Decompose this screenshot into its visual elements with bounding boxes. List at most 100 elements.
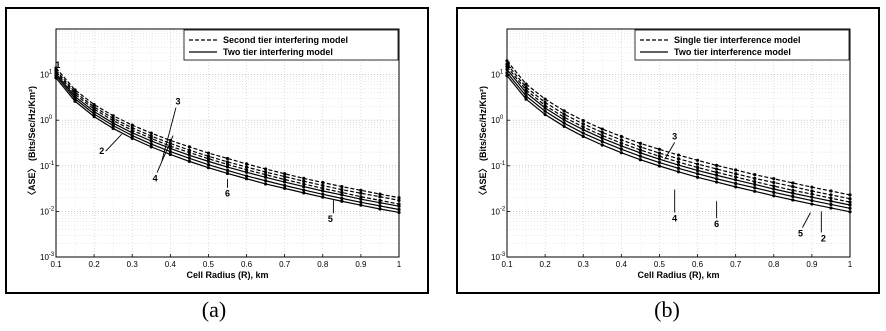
data-point xyxy=(581,122,585,126)
data-point xyxy=(244,165,249,169)
data-point xyxy=(130,136,134,140)
data-point xyxy=(359,197,363,201)
data-point xyxy=(657,160,662,165)
data-point xyxy=(676,153,681,157)
data-point xyxy=(130,123,134,127)
data-point xyxy=(657,147,662,151)
data-point xyxy=(264,170,268,174)
data-point xyxy=(810,185,814,189)
data-point xyxy=(149,131,153,135)
data-point xyxy=(378,207,382,211)
curve-annotation-label: 5 xyxy=(328,214,333,224)
y-tick-base: 10 xyxy=(491,116,500,125)
x-tick-label: 0.5 xyxy=(203,260,215,269)
data-point xyxy=(791,194,795,199)
data-point xyxy=(753,176,757,180)
data-point xyxy=(829,206,833,210)
data-point xyxy=(600,143,604,147)
data-point xyxy=(206,151,211,155)
legend-label: Two tier interference model xyxy=(674,47,791,57)
x-tick-label: 0.1 xyxy=(50,260,62,269)
x-tick-label: 0.7 xyxy=(730,260,742,269)
data-point xyxy=(187,145,191,149)
y-tick-base: 10 xyxy=(40,116,49,125)
data-point xyxy=(695,172,700,176)
data-point xyxy=(772,177,776,181)
data-point xyxy=(734,175,738,179)
data-point xyxy=(264,175,268,179)
y-tick-exponent: -1 xyxy=(49,161,55,167)
x-tick-label: 0.9 xyxy=(355,260,367,269)
x-tick-label: 0.2 xyxy=(540,260,552,269)
data-point xyxy=(225,165,230,169)
y-tick-exponent: -3 xyxy=(500,252,506,258)
curve-annotation-label: 6 xyxy=(714,219,719,229)
y-tick-label: 100 xyxy=(40,115,53,125)
data-point xyxy=(619,151,623,155)
data-point xyxy=(321,189,325,193)
data-point xyxy=(734,178,738,182)
y-tick-base: 10 xyxy=(491,162,500,171)
y-tick-label: 10-1 xyxy=(40,161,55,171)
data-point xyxy=(562,118,566,122)
data-point xyxy=(264,173,268,177)
data-point xyxy=(695,175,700,179)
x-tick-label: 1 xyxy=(848,260,853,269)
data-point xyxy=(562,124,566,129)
data-point xyxy=(149,136,153,140)
data-point xyxy=(619,134,623,139)
data-point xyxy=(206,157,211,161)
data-point xyxy=(581,131,585,135)
data-point xyxy=(225,162,230,167)
data-point xyxy=(111,126,115,131)
legend-box xyxy=(634,29,850,61)
data-point xyxy=(562,121,566,125)
data-point xyxy=(524,97,528,101)
plot-area-frame xyxy=(55,28,400,258)
data-point xyxy=(378,204,382,208)
data-point xyxy=(829,202,833,207)
y-tick-base: 10 xyxy=(491,71,500,80)
curve-annotation-label: 1 xyxy=(506,60,511,70)
data-point xyxy=(111,119,115,123)
x-tick-label: 0.8 xyxy=(317,260,329,269)
y-tick-exponent: 0 xyxy=(500,115,504,121)
data-point xyxy=(302,179,306,183)
data-point xyxy=(810,198,814,203)
data-point xyxy=(695,168,700,173)
data-point xyxy=(600,136,604,140)
data-point xyxy=(378,195,382,199)
data-point xyxy=(638,148,642,152)
data-point xyxy=(168,146,172,151)
y-tick-exponent: -2 xyxy=(49,206,55,212)
annotation-leader-line xyxy=(664,142,676,160)
data-point xyxy=(734,185,738,189)
y-tick-base: 10 xyxy=(40,253,49,262)
data-point xyxy=(359,191,363,195)
data-point xyxy=(187,159,191,163)
annotation-leader-line xyxy=(161,107,177,161)
data-point xyxy=(562,109,566,113)
data-point xyxy=(302,182,306,186)
data-point xyxy=(283,180,287,184)
data-point xyxy=(619,138,623,142)
y-tick-label: 10-2 xyxy=(491,206,506,216)
data-point xyxy=(638,141,642,145)
ase-chart-b: 0.1 0.2 0.3 0.4 0.5 0.6 0.7 0.8 0.9 110-310-210-1… xyxy=(478,28,853,280)
data-point xyxy=(772,180,776,185)
curve-annotation-label: 5 xyxy=(798,229,803,239)
curve-annotation-label: 3 xyxy=(672,131,677,141)
y-axis-label: 〈ASE〉 (Bits/Sec/Hz/Km²) xyxy=(27,86,37,200)
data-point xyxy=(130,126,134,130)
data-point xyxy=(524,85,528,89)
data-point xyxy=(321,195,325,199)
x-tick-label: 0.7 xyxy=(279,260,291,269)
data-point xyxy=(753,186,757,190)
data-point xyxy=(791,188,795,192)
data-point xyxy=(168,149,172,154)
data-point xyxy=(734,181,738,186)
curve-annotation-label: 4 xyxy=(153,174,158,184)
x-tick-label: 0.1 xyxy=(501,260,513,269)
data-point xyxy=(111,116,115,120)
data-point xyxy=(130,131,134,135)
